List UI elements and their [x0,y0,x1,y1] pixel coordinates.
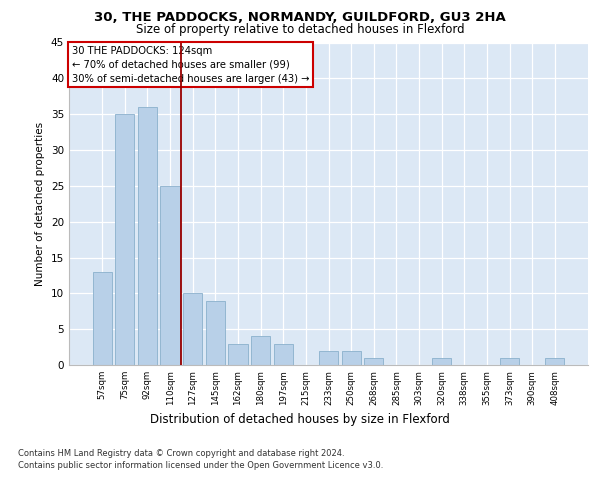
Text: 30, THE PADDOCKS, NORMANDY, GUILDFORD, GU3 2HA: 30, THE PADDOCKS, NORMANDY, GUILDFORD, G… [94,11,506,24]
Bar [183,294,202,365]
Bar [206,300,225,365]
Text: Contains HM Land Registry data © Crown copyright and database right 2024.: Contains HM Land Registry data © Crown c… [18,448,344,458]
Bar [251,336,270,365]
Bar [364,358,383,365]
Bar [92,272,112,365]
Text: Size of property relative to detached houses in Flexford: Size of property relative to detached ho… [136,22,464,36]
Y-axis label: Number of detached properties: Number of detached properties [35,122,46,286]
Bar [138,107,157,365]
Text: Contains public sector information licensed under the Open Government Licence v3: Contains public sector information licen… [18,461,383,470]
Text: 30 THE PADDOCKS: 124sqm
← 70% of detached houses are smaller (99)
30% of semi-de: 30 THE PADDOCKS: 124sqm ← 70% of detache… [71,46,309,84]
Bar [115,114,134,365]
Bar [500,358,519,365]
Bar [160,186,180,365]
Text: Distribution of detached houses by size in Flexford: Distribution of detached houses by size … [150,412,450,426]
Bar [319,350,338,365]
Bar [274,344,293,365]
Bar [545,358,565,365]
Bar [229,344,248,365]
Bar [432,358,451,365]
Bar [341,350,361,365]
